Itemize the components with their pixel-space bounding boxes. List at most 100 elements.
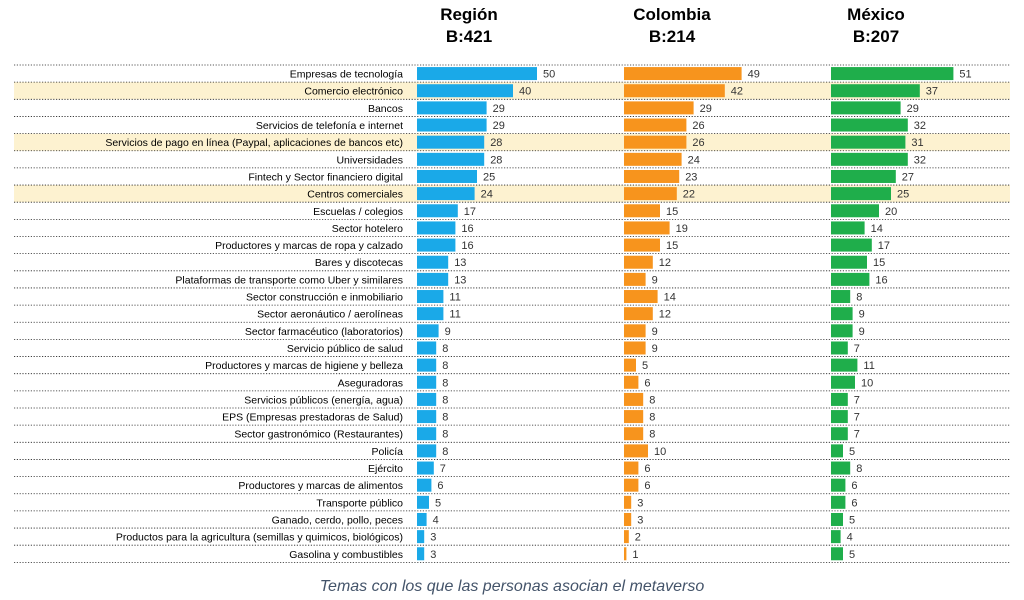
bar — [417, 169, 477, 183]
bar — [831, 427, 848, 441]
bar — [417, 461, 434, 475]
bar — [417, 358, 437, 372]
category-label: Transporte público — [316, 497, 403, 509]
data-label: 8 — [442, 377, 448, 389]
bar — [831, 478, 846, 492]
data-label: 20 — [885, 206, 897, 218]
bar — [624, 118, 687, 132]
data-label: 16 — [461, 240, 473, 252]
data-label: 51 — [959, 69, 971, 81]
data-label: 7 — [854, 429, 860, 441]
category-label: Gasolina y combustibles — [289, 549, 403, 561]
bar — [417, 290, 444, 304]
bar — [831, 547, 843, 561]
bar — [417, 152, 485, 166]
category-label: Servicios de pago en línea (Paypal, apli… — [105, 137, 403, 149]
data-label: 29 — [493, 120, 505, 132]
bar — [417, 427, 437, 441]
data-label: 12 — [659, 309, 671, 321]
data-label: 28 — [490, 154, 502, 166]
series-header-region: Región B:421 — [404, 4, 534, 48]
bar — [624, 461, 639, 475]
bar — [417, 67, 537, 81]
bar — [831, 341, 848, 355]
series-base: B:207 — [852, 27, 900, 46]
data-label: 6 — [644, 377, 650, 389]
data-label: 8 — [649, 412, 655, 424]
category-label: Servicios públicos (energía, agua) — [244, 394, 403, 406]
data-label: 13 — [454, 257, 466, 269]
data-label: 8 — [442, 360, 448, 372]
bar — [417, 238, 456, 252]
bar — [624, 375, 639, 389]
bar — [831, 461, 851, 475]
data-label: 14 — [871, 223, 883, 235]
bar — [624, 392, 644, 406]
bar — [417, 204, 458, 218]
data-label: 50 — [543, 69, 555, 81]
data-label: 22 — [683, 189, 695, 201]
bar — [624, 84, 725, 98]
series-name: Colombia — [633, 5, 711, 24]
data-label: 9 — [652, 343, 658, 355]
data-label: 5 — [849, 446, 855, 458]
category-label: Ganado, cerdo, pollo, peces — [272, 514, 403, 526]
data-label: 6 — [437, 480, 443, 492]
bar — [831, 169, 896, 183]
bar — [831, 67, 954, 81]
data-label: 3 — [430, 549, 436, 561]
data-label: 11 — [449, 309, 460, 321]
data-label: 5 — [849, 549, 855, 561]
data-label: 6 — [851, 497, 857, 509]
bar — [831, 238, 872, 252]
bar — [831, 204, 879, 218]
data-label: 4 — [847, 532, 853, 544]
category-label: Sector construcción e inmobiliario — [246, 292, 403, 304]
data-label: 9 — [859, 309, 865, 321]
category-label: Servicio público de salud — [287, 343, 403, 355]
data-label: 8 — [442, 343, 448, 355]
data-label: 29 — [700, 103, 712, 115]
bar — [831, 152, 908, 166]
category-label: Sector gastronómico (Restaurantes) — [234, 429, 403, 441]
data-label: 6 — [851, 480, 857, 492]
category-label: Productores y marcas de ropa y calzado — [215, 240, 403, 252]
data-label: 8 — [442, 429, 448, 441]
data-label: 17 — [464, 206, 476, 218]
data-label: 9 — [445, 326, 451, 338]
category-label: Sector farmacéutico (laboratorios) — [245, 326, 403, 338]
data-label: 7 — [854, 412, 860, 424]
data-label: 3 — [637, 497, 643, 509]
category-label: Productores y marcas de higiene y bellez… — [205, 360, 403, 372]
bar — [831, 118, 908, 132]
bar — [624, 255, 653, 269]
data-label: 26 — [692, 137, 704, 149]
data-label: 14 — [664, 292, 676, 304]
bar — [831, 375, 855, 389]
bar — [417, 101, 487, 115]
category-label: Ejército — [368, 463, 403, 475]
data-label: 5 — [435, 497, 441, 509]
bar — [417, 118, 487, 132]
bar — [417, 495, 429, 509]
bar — [831, 187, 891, 201]
data-label: 31 — [911, 137, 923, 149]
bar — [624, 307, 653, 321]
data-label: 27 — [902, 171, 914, 183]
bar — [831, 410, 848, 424]
bar — [831, 290, 851, 304]
bar — [417, 221, 456, 235]
bar — [624, 410, 644, 424]
bar — [417, 255, 449, 269]
data-label: 5 — [849, 514, 855, 526]
bar — [624, 530, 629, 544]
category-label: Policía — [371, 446, 403, 458]
bar — [624, 221, 670, 235]
bar — [831, 84, 920, 98]
bar — [624, 358, 636, 372]
data-label: 10 — [654, 446, 666, 458]
data-label: 25 — [897, 189, 909, 201]
category-label: Aseguradoras — [338, 377, 403, 389]
category-label: Comercio electrónico — [304, 86, 403, 98]
bar — [624, 290, 658, 304]
